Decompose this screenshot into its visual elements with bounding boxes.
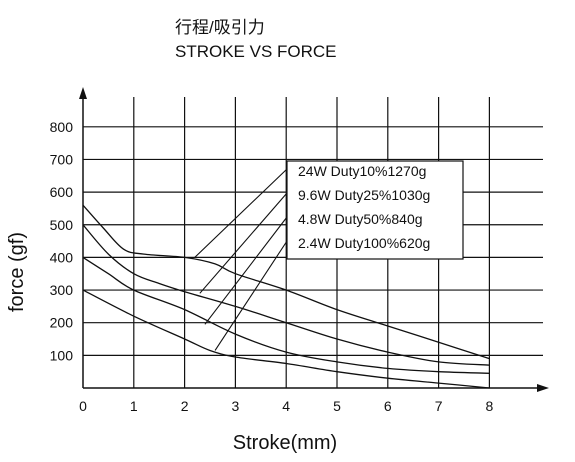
- y-tick-label: 100: [50, 347, 74, 363]
- series-line-3: [82, 256, 490, 374]
- x-tick-label: 2: [181, 398, 189, 414]
- y-tick-label: 500: [50, 217, 74, 233]
- leader-line-3: [204, 216, 288, 325]
- y-tick-labels: 100 200 300 400 500 600 700 800: [50, 119, 74, 364]
- chart-subtitle: STROKE VS FORCE: [175, 42, 337, 61]
- x-tick-labels: 0 1 2 3 4 5 6 7 8: [79, 398, 493, 414]
- y-axis-arrow: [79, 87, 87, 99]
- y-tick-label: 200: [50, 315, 74, 331]
- x-tick-label: 8: [486, 398, 494, 414]
- y-tick-label: 700: [50, 151, 74, 167]
- legend: 24W Duty10%1270g 9.6W Duty25%1030g 4.8W Du…: [194, 160, 464, 351]
- chart-title: 行程/吸引力: [175, 18, 265, 37]
- x-tick-label: 1: [130, 398, 138, 414]
- series-line-2: [82, 224, 490, 366]
- legend-box: [286, 160, 464, 260]
- y-tick-label: 600: [50, 184, 74, 200]
- series-line-4: [82, 289, 490, 389]
- series-line-1: [82, 204, 490, 360]
- y-tick-label: 400: [50, 249, 74, 265]
- y-tick-label: 300: [50, 282, 74, 298]
- legend-label-4: 2.4W Duty100%620g: [298, 235, 430, 251]
- x-tick-label: 6: [384, 398, 392, 414]
- x-tick-label: 0: [79, 398, 87, 414]
- x-tick-label: 4: [282, 398, 290, 414]
- legend-label-3: 4.8W Duty50%840g: [298, 211, 423, 227]
- x-tick-label: 3: [232, 398, 240, 414]
- y-tick-label: 800: [50, 119, 74, 135]
- series-curves: [82, 204, 490, 389]
- leader-line-4: [214, 240, 288, 351]
- leader-line-2: [199, 192, 288, 294]
- y-axis-label: force (gf): [6, 232, 28, 312]
- x-axis-label: Stroke(mm): [233, 432, 337, 454]
- legend-label-1: 24W Duty10%1270g: [298, 163, 426, 179]
- x-tick-label: 5: [333, 398, 341, 414]
- leader-line-1: [194, 168, 288, 258]
- x-axis-arrow: [537, 384, 549, 392]
- axes: [79, 87, 549, 392]
- legend-label-2: 9.6W Duty25%1030g: [298, 187, 430, 203]
- x-tick-label: 7: [435, 398, 443, 414]
